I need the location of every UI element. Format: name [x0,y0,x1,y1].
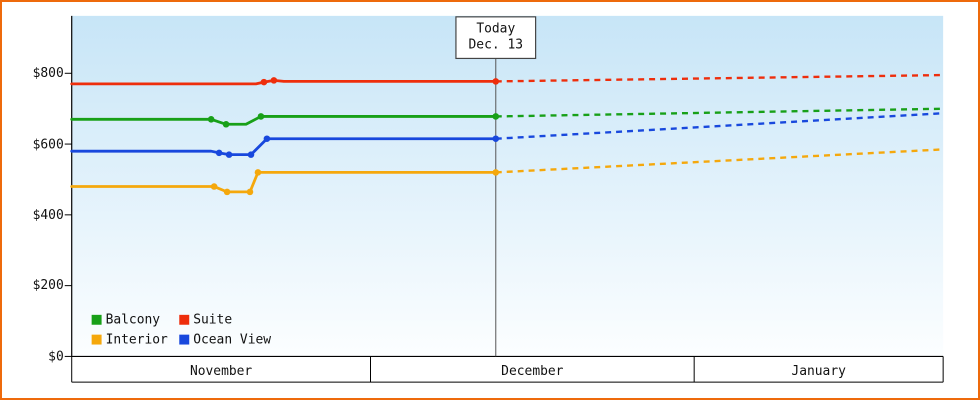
y-tick-label: $0 [48,349,64,364]
series-forecast-line-ocean-view [495,112,944,140]
series-history-line-suite [70,79,498,86]
today-label-line2: Dec. 13 [469,38,523,53]
series-history-line-interior [70,170,498,194]
series-history-line-balcony [70,115,498,126]
today-label-line1: Today [476,22,515,37]
series-forecast-line-suite [495,73,944,83]
series-point-suite [270,77,278,84]
series-point-ocean-view [247,151,255,158]
legend-swatch-interior [91,334,102,345]
x-axis-month-ruler: November December January [71,356,944,383]
legend-swatch-ocean-view [179,334,190,345]
series-point-interior [223,188,231,196]
legend-label-interior: Interior [106,333,169,348]
series-point-ocean-view [215,149,223,157]
series-point-balcony [207,116,215,123]
today-label-box [455,16,537,60]
series-point-ocean-view [225,151,233,158]
y-tick-label: $600 [33,138,64,153]
series-point-suite [492,78,500,85]
series-point-interior [254,169,262,176]
series-point-suite [260,78,268,86]
legend-label-ocean-view: Ocean View [193,333,271,348]
series-point-interior [210,183,218,190]
series-point-interior [246,188,254,196]
legend-label-suite: Suite [193,313,232,328]
month-label-january: January [791,364,846,379]
y-axis: $0 $200 $400 $600 $800 [33,66,72,364]
series-point-ocean-view [263,135,271,142]
series-point-interior [492,169,500,176]
y-tick-label: $200 [33,278,64,293]
series-point-balcony [492,113,500,120]
legend-swatch-suite [179,314,190,325]
legend: Balcony Suite Interior Ocean View [91,313,271,348]
series-forecast-line-balcony [495,107,944,118]
series-point-balcony [222,120,230,128]
series-forecast-line-interior [495,148,944,174]
today-marker: Today Dec. 13 [455,16,537,60]
series-point-ocean-view [492,135,500,142]
y-tick-label: $400 [33,208,64,223]
month-label-december: December [501,364,564,379]
month-label-november: November [190,364,253,379]
legend-swatch-balcony [91,314,102,325]
series-point-balcony [257,113,265,120]
series-layer [70,73,944,196]
legend-label-balcony: Balcony [106,313,161,328]
y-tick-label: $800 [33,66,64,81]
